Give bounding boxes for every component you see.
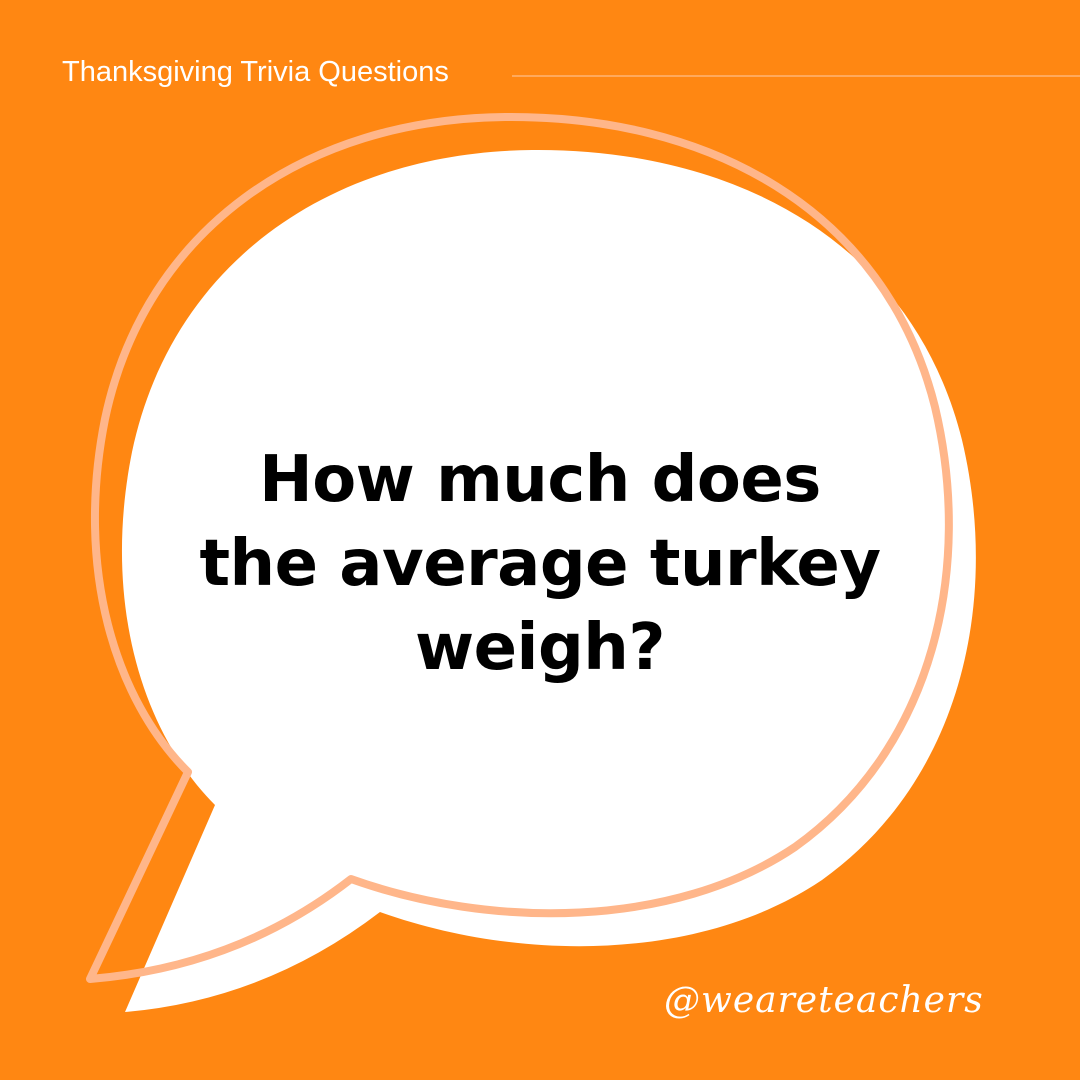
speech-bubble-fill — [121, 149, 976, 1012]
header-divider — [512, 75, 1080, 77]
question-line: weigh? — [415, 611, 665, 685]
question-line: the average turkey — [199, 527, 881, 601]
header-title: Thanksgiving Trivia Questions — [62, 56, 449, 88]
social-handle: @weareteachers — [664, 980, 984, 1021]
trivia-question: How much does the average turkey weigh? — [140, 438, 940, 690]
speech-bubble-outline — [86, 112, 953, 983]
question-line: How much does — [259, 443, 821, 517]
